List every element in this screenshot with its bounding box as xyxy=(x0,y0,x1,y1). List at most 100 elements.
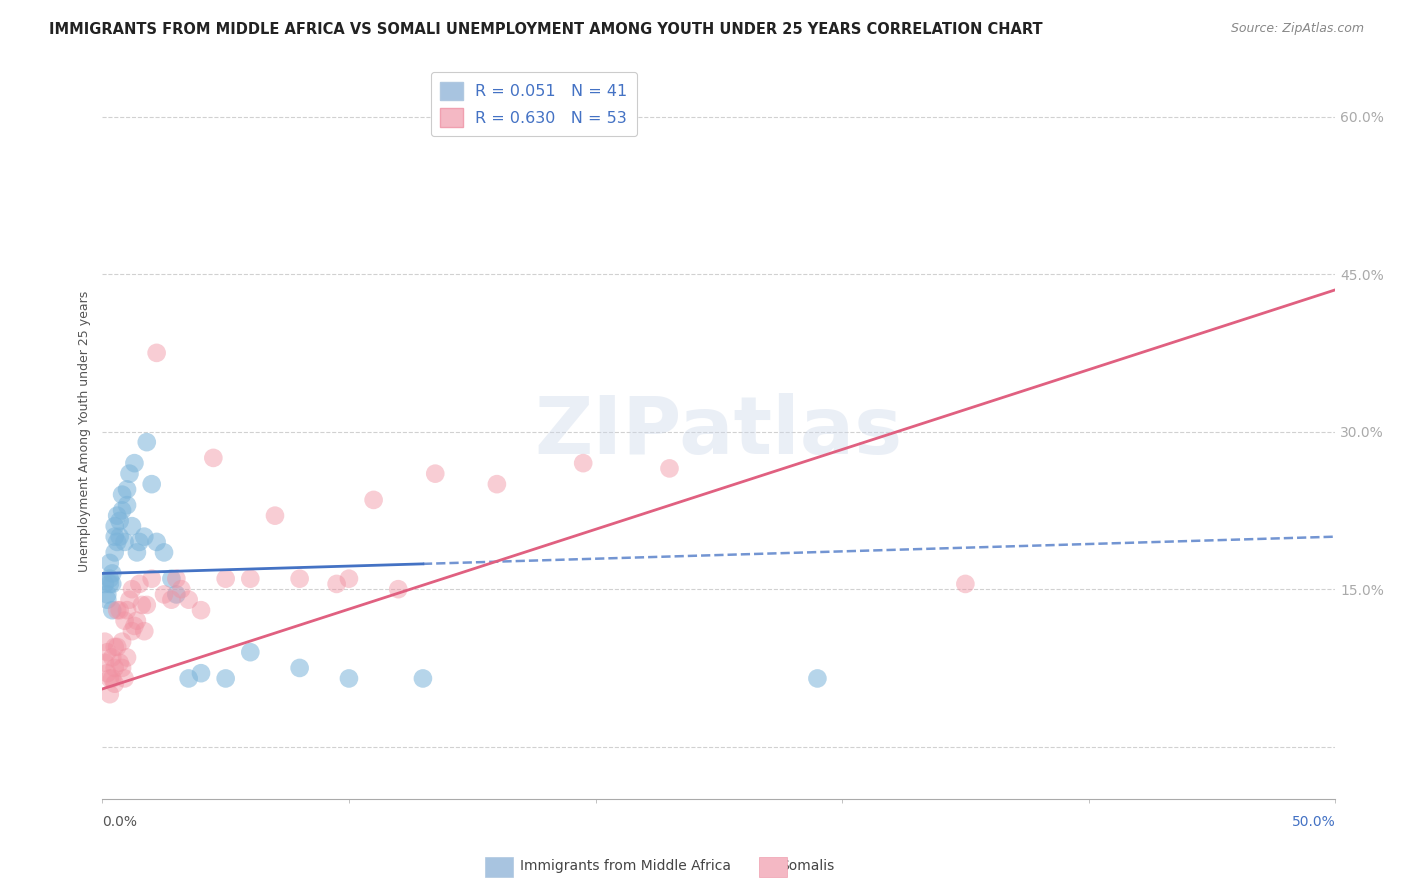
Point xyxy=(111,661,134,675)
Point xyxy=(96,666,118,681)
Point xyxy=(115,650,138,665)
Point xyxy=(96,587,118,601)
Text: Immigrants from Middle Africa: Immigrants from Middle Africa xyxy=(520,859,731,873)
Point xyxy=(104,519,127,533)
Point xyxy=(115,498,138,512)
Point xyxy=(98,687,121,701)
Point xyxy=(165,572,187,586)
Point xyxy=(108,656,131,670)
Point xyxy=(115,603,138,617)
Point xyxy=(111,503,134,517)
Point xyxy=(104,530,127,544)
Point xyxy=(215,672,238,686)
Point xyxy=(128,535,150,549)
Point xyxy=(94,577,117,591)
Point xyxy=(160,592,183,607)
Text: Source: ZipAtlas.com: Source: ZipAtlas.com xyxy=(1230,22,1364,36)
Text: ZIPatlas: ZIPatlas xyxy=(534,392,903,471)
Point xyxy=(131,598,153,612)
Point xyxy=(104,676,127,690)
Point xyxy=(101,603,124,617)
Point xyxy=(114,614,136,628)
Point xyxy=(135,598,157,612)
Point xyxy=(111,488,134,502)
Point xyxy=(145,535,167,549)
Point xyxy=(141,572,163,586)
Point xyxy=(153,545,176,559)
Point xyxy=(94,634,117,648)
Point xyxy=(108,530,131,544)
Point xyxy=(239,645,262,659)
Point xyxy=(121,582,143,597)
Point xyxy=(94,656,117,670)
Point xyxy=(101,672,124,686)
Point xyxy=(105,535,128,549)
Point xyxy=(190,666,212,681)
Point xyxy=(134,624,156,639)
Point xyxy=(118,592,141,607)
Point xyxy=(135,435,157,450)
Text: 0.0%: 0.0% xyxy=(103,815,138,829)
Point xyxy=(190,603,212,617)
Point xyxy=(96,645,118,659)
Point xyxy=(215,572,238,586)
Point xyxy=(177,672,200,686)
Point xyxy=(114,535,136,549)
Point xyxy=(806,672,828,686)
Point xyxy=(104,545,127,559)
Text: IMMIGRANTS FROM MIDDLE AFRICA VS SOMALI UNEMPLOYMENT AMONG YOUTH UNDER 25 YEARS : IMMIGRANTS FROM MIDDLE AFRICA VS SOMALI … xyxy=(49,22,1043,37)
Point xyxy=(425,467,447,481)
Point xyxy=(145,346,167,360)
Point xyxy=(121,624,143,639)
Point xyxy=(363,492,385,507)
Point xyxy=(572,456,595,470)
Point xyxy=(98,672,121,686)
Point xyxy=(114,672,136,686)
Point xyxy=(177,592,200,607)
Point xyxy=(337,672,360,686)
Point xyxy=(461,110,484,124)
Point xyxy=(101,566,124,581)
Point xyxy=(412,672,434,686)
Point xyxy=(98,556,121,570)
Point xyxy=(141,477,163,491)
Point xyxy=(153,587,176,601)
Point xyxy=(337,572,360,586)
Y-axis label: Unemployment Among Youth under 25 years: Unemployment Among Youth under 25 years xyxy=(79,291,91,573)
Point xyxy=(105,508,128,523)
Point xyxy=(124,619,146,633)
Point xyxy=(325,577,347,591)
Point xyxy=(485,477,508,491)
Point xyxy=(124,456,146,470)
Point xyxy=(98,577,121,591)
Point xyxy=(101,577,124,591)
Point xyxy=(118,467,141,481)
Point xyxy=(128,577,150,591)
Point xyxy=(239,572,262,586)
Point xyxy=(387,582,409,597)
Point xyxy=(108,514,131,528)
Point xyxy=(111,634,134,648)
Point xyxy=(160,572,183,586)
Text: 50.0%: 50.0% xyxy=(1292,815,1336,829)
Point xyxy=(96,592,118,607)
Text: Somalis: Somalis xyxy=(780,859,835,873)
Point xyxy=(98,572,121,586)
Point xyxy=(125,614,148,628)
Point xyxy=(202,450,225,465)
Point xyxy=(170,582,193,597)
Point xyxy=(121,519,143,533)
Point xyxy=(115,483,138,497)
Point xyxy=(104,661,127,675)
Point xyxy=(658,461,681,475)
Point xyxy=(125,545,148,559)
Point xyxy=(105,640,128,654)
Point xyxy=(104,640,127,654)
Legend: R = 0.051   N = 41, R = 0.630   N = 53: R = 0.051 N = 41, R = 0.630 N = 53 xyxy=(430,72,637,136)
Point xyxy=(165,587,187,601)
Point xyxy=(288,661,311,675)
Point xyxy=(288,572,311,586)
Point xyxy=(955,577,977,591)
Point xyxy=(108,603,131,617)
Point xyxy=(101,650,124,665)
